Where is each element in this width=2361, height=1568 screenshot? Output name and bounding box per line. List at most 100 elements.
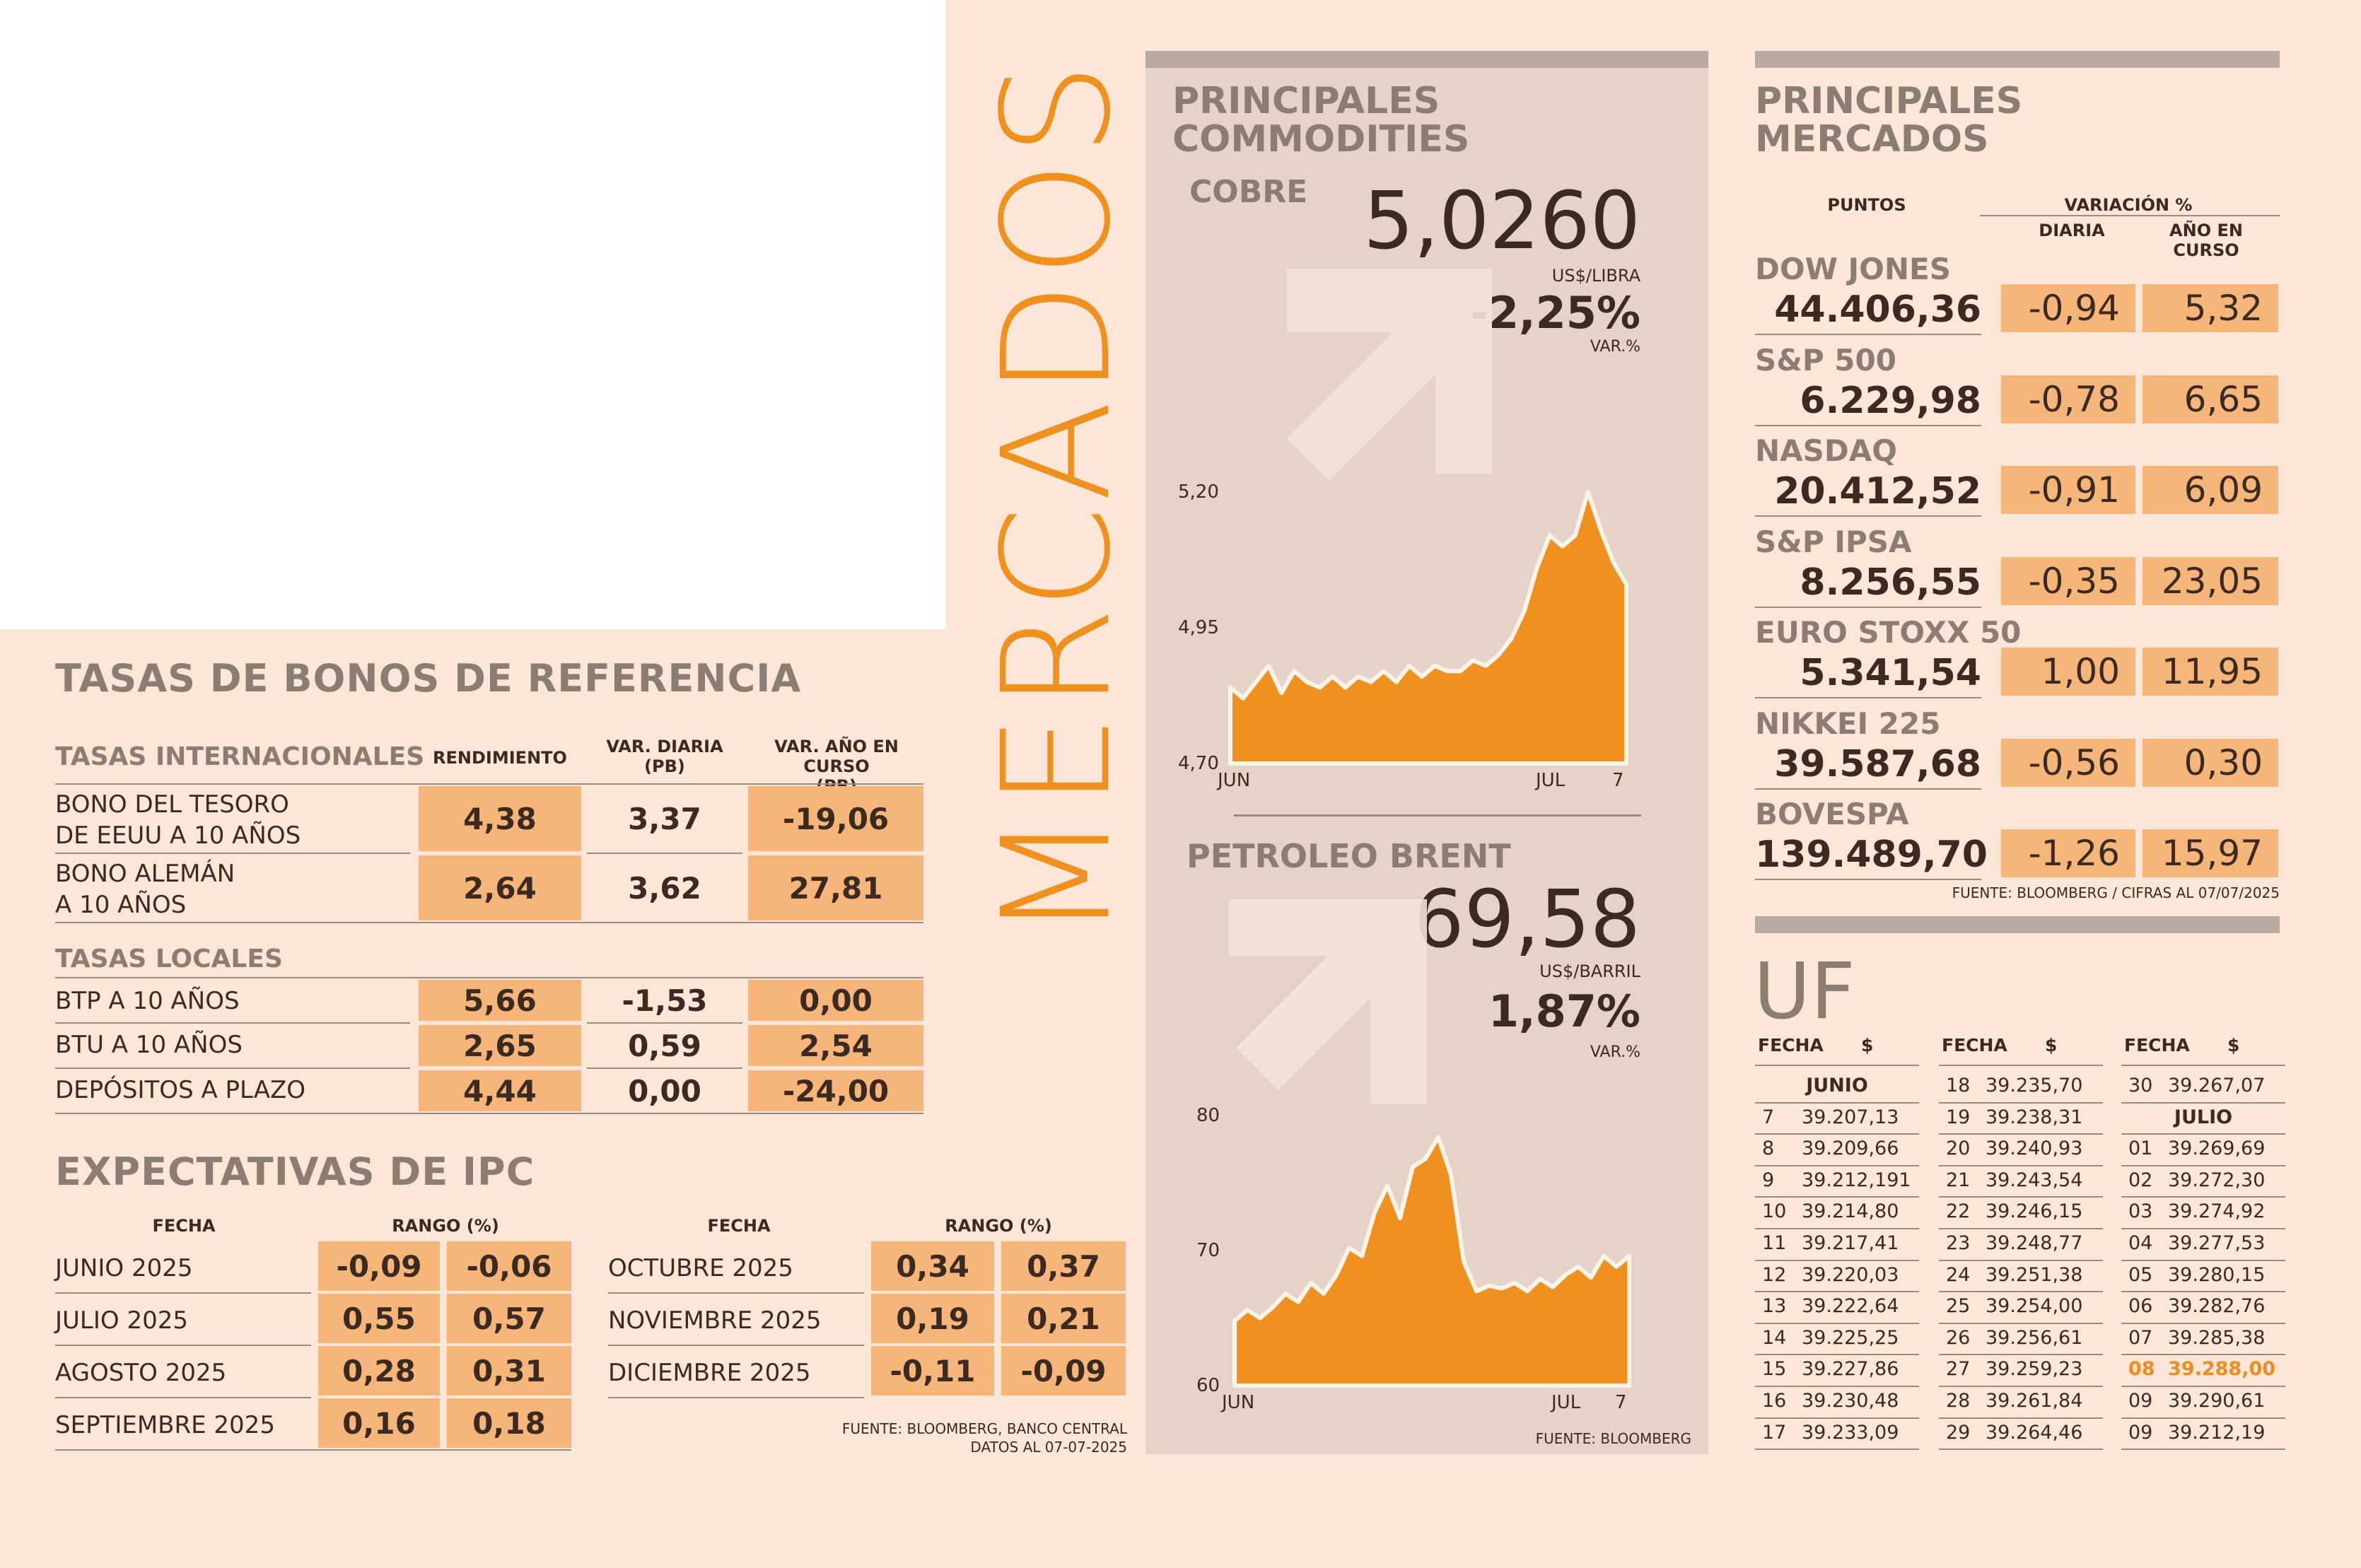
uf-value: 39.269,69 [2168, 1137, 2266, 1160]
uf-day: 20 [1946, 1137, 1971, 1160]
col-anio: AÑO EN CURSO [2169, 221, 2243, 260]
divider [2121, 1164, 2285, 1166]
divider [1755, 1065, 1919, 1066]
commodities-title: PRINCIPALES COMMODITIES [1172, 82, 1469, 158]
uf-col-valor: $ [2045, 1035, 2058, 1055]
cobre-var: -2,25% [1470, 287, 1640, 339]
ipc-min-cell: 0,34 [871, 1241, 994, 1291]
divider [1755, 1259, 1919, 1261]
ipc-fecha: JUNIO 2025 [55, 1254, 193, 1282]
uf-value: 39.274,92 [2168, 1200, 2266, 1223]
uf-value: 39.264,46 [1986, 1421, 2083, 1444]
divider [1755, 1291, 1919, 1293]
uf-day: 06 [2128, 1295, 2153, 1318]
uf-day: 04 [2128, 1232, 2153, 1254]
divider [2121, 1417, 2285, 1419]
market-name: EURO STOXX 50 [1755, 615, 2022, 650]
ipc-min-cell: 0,19 [871, 1294, 994, 1343]
divider [1755, 606, 1981, 608]
col-diaria: DIARIA [2039, 221, 2105, 240]
y-tick-label: 80 [1196, 1105, 1220, 1126]
divider [55, 1113, 923, 1114]
bond-name: BTP A 10 AÑOS [55, 987, 240, 1015]
ipc-min-cell: -0,11 [871, 1346, 994, 1396]
ipc-min-cell: 0,16 [318, 1398, 440, 1448]
uf-day: 07 [2128, 1326, 2153, 1349]
uf-day: 11 [1762, 1232, 1787, 1254]
uf-value: 39.212,191 [1802, 1169, 1911, 1191]
cobre-name: COBRE [1189, 174, 1308, 210]
uf-value: 39.212,19 [2168, 1421, 2266, 1444]
uf-day: 08 [2128, 1358, 2155, 1381]
commodities-source: FUENTE: BLOOMBERG [1535, 1430, 1691, 1447]
market-daily-cell: -0,35 [2001, 556, 2135, 605]
market-name: S&P IPSA [1755, 524, 1912, 559]
ipc-max-cell: 0,21 [1001, 1294, 1126, 1343]
ipc-min-cell: -0,09 [318, 1241, 440, 1291]
uf-value: 39.230,48 [1802, 1390, 1899, 1412]
uf-day: 25 [1946, 1295, 1971, 1318]
uf-value: 39.243,54 [1986, 1169, 2083, 1191]
uf-day: 28 [1946, 1390, 1971, 1412]
uf-col-valor: $ [2227, 1035, 2240, 1055]
divider [1755, 515, 1981, 517]
mercados-title-line: MERCADOS [1755, 118, 1989, 160]
ipc-min-cell: 0,55 [318, 1294, 440, 1343]
y-tick-label: 4,70 [1178, 753, 1219, 774]
divider [1755, 697, 1981, 698]
divider [55, 1067, 410, 1069]
bond-name-line: DE EEUU A 10 AÑOS [55, 821, 301, 850]
var-anio-cell: 27,81 [748, 855, 923, 920]
y-tick-label: 4,95 [1178, 617, 1219, 638]
divider [587, 1067, 742, 1069]
uf-day: 27 [1946, 1358, 1971, 1381]
uf-day: 12 [1762, 1263, 1787, 1286]
var-diaria-cell: 0,00 [628, 1073, 701, 1108]
divider [1939, 1133, 2103, 1135]
uf-value: 39.233,09 [1802, 1421, 1899, 1444]
divider [1939, 1164, 2103, 1166]
local-label: TASAS LOCALES [55, 944, 283, 973]
ipc-min-cell: 0,28 [318, 1346, 440, 1396]
bond-name-line: BONO DEL TESORO [55, 790, 289, 819]
uf-day: 30 [2128, 1075, 2153, 1096]
uf-day: 13 [1762, 1295, 1787, 1318]
uf-value: 39.267,07 [2168, 1075, 2266, 1096]
divider [2121, 1065, 2285, 1066]
market-points: 20.412,52 [1774, 470, 1981, 513]
uf-value: 39.217,41 [1802, 1232, 1899, 1254]
divider [1939, 1259, 2103, 1261]
market-points: 6.229,98 [1800, 379, 1981, 422]
bonos-title: TASAS DE BONOS DE REFERENCIA [55, 656, 802, 701]
divider [1755, 1133, 1919, 1135]
divider [1939, 1196, 2103, 1198]
uf-value: 39.225,25 [1802, 1326, 1899, 1349]
uf-value: 39.259,23 [1986, 1358, 2083, 1381]
uf-day: 05 [2128, 1263, 2153, 1286]
col-rango: RANGO (%) [945, 1216, 1052, 1236]
uf-day: 19 [1946, 1106, 1971, 1128]
uf-day: 7 [1762, 1106, 1775, 1128]
uf-day: 09 [2128, 1390, 2153, 1412]
divider [1939, 1291, 2103, 1293]
divider [1755, 1196, 1919, 1198]
divider [1755, 1322, 1919, 1324]
uf-day: 03 [2128, 1200, 2153, 1223]
bond-name-line: A 10 AÑOS [55, 891, 187, 919]
x-tick-label: JUN [1220, 1392, 1254, 1413]
divider [1939, 1386, 2103, 1387]
divider [2121, 1228, 2285, 1229]
uf-col-valor: $ [1861, 1035, 1874, 1055]
uf-day: 09 [2128, 1421, 2153, 1444]
market-points: 39.587,68 [1774, 742, 1981, 785]
ipc-source-line: DATOS AL 07-07-2025 [970, 1439, 1127, 1456]
divider [587, 853, 742, 854]
market-ytd-cell: 6,65 [2143, 375, 2278, 423]
var-anio-cell: 2,54 [748, 1025, 923, 1066]
uf-value: 39.256,61 [1986, 1326, 2083, 1349]
market-name: NIKKEI 225 [1755, 706, 1941, 741]
divider [1939, 1417, 2103, 1419]
bond-name: BTU A 10 AÑOS [55, 1031, 243, 1059]
uf-value: 39.222,64 [1802, 1295, 1899, 1318]
